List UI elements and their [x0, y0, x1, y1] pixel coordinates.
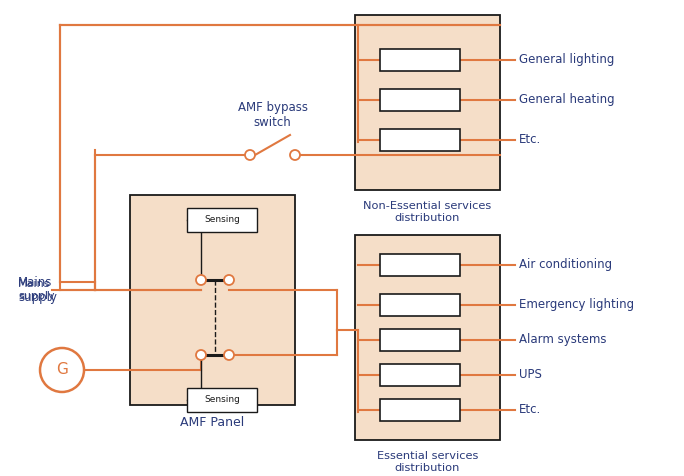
- Bar: [380, 254, 460, 276]
- Text: Essential services
distribution: Essential services distribution: [377, 451, 478, 473]
- Text: Sensing: Sensing: [204, 396, 240, 405]
- Text: Mains
supply: Mains supply: [18, 279, 55, 301]
- Circle shape: [224, 350, 234, 360]
- Text: Air conditioning: Air conditioning: [519, 258, 612, 271]
- Bar: [380, 329, 460, 351]
- Text: AMF bypass
switch: AMF bypass switch: [237, 101, 308, 129]
- Bar: [355, 235, 500, 440]
- Bar: [187, 388, 257, 412]
- Circle shape: [196, 350, 206, 360]
- Text: General lighting: General lighting: [519, 53, 614, 67]
- Text: Alarm systems: Alarm systems: [519, 334, 607, 347]
- Bar: [380, 364, 460, 386]
- Bar: [130, 195, 295, 405]
- Bar: [380, 399, 460, 421]
- Text: AMF Panel: AMF Panel: [181, 416, 245, 429]
- Text: General heating: General heating: [519, 93, 615, 107]
- Text: UPS: UPS: [519, 368, 542, 381]
- Circle shape: [224, 275, 234, 285]
- Circle shape: [290, 150, 300, 160]
- Text: Etc.: Etc.: [519, 133, 541, 147]
- Circle shape: [245, 150, 255, 160]
- Bar: [380, 49, 460, 71]
- Text: Emergency lighting: Emergency lighting: [519, 298, 634, 311]
- Bar: [187, 208, 257, 232]
- Circle shape: [40, 348, 84, 392]
- Circle shape: [196, 275, 206, 285]
- Text: Etc.: Etc.: [519, 404, 541, 416]
- Bar: [380, 89, 460, 111]
- Text: G: G: [56, 363, 68, 377]
- Text: Mains
supply: Mains supply: [18, 276, 57, 304]
- Bar: [380, 294, 460, 316]
- Bar: [355, 15, 500, 190]
- Bar: [380, 129, 460, 151]
- Text: Sensing: Sensing: [204, 216, 240, 225]
- Text: Non-Essential services
distribution: Non-Essential services distribution: [363, 201, 492, 223]
